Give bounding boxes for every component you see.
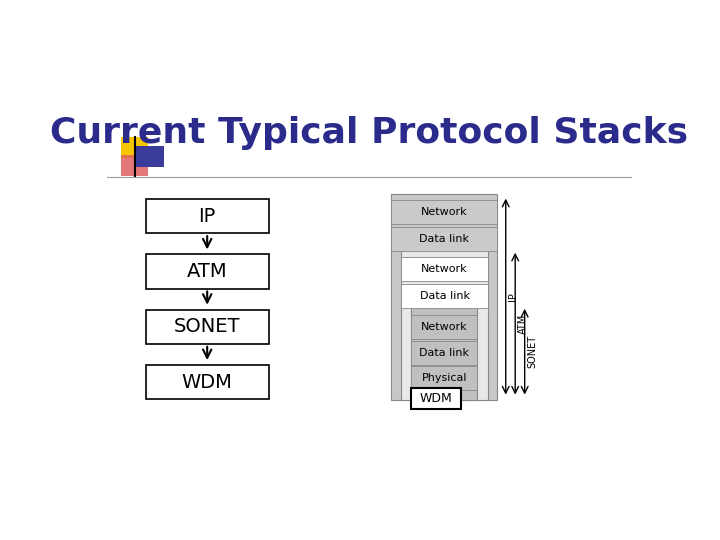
Bar [392,200,498,224]
Bar [392,227,498,251]
Bar [411,341,477,365]
Bar [401,248,488,400]
Text: Data link: Data link [420,291,469,301]
Bar [145,310,269,344]
Bar [145,199,269,233]
Text: IP: IP [508,292,518,301]
Text: Current Typical Protocol Stacks: Current Typical Protocol Stacks [50,117,688,151]
Bar [401,284,488,308]
Text: Data link: Data link [419,234,469,244]
Bar [121,137,148,158]
Bar [145,365,269,399]
Bar [401,258,488,281]
Text: ATM: ATM [187,262,228,281]
Bar [121,156,148,176]
Text: IP: IP [199,207,216,226]
Bar [145,254,269,288]
Bar [411,388,461,409]
Bar [392,194,498,400]
Text: WDM: WDM [181,373,233,392]
Text: Network: Network [421,322,468,332]
Text: Data link: Data link [419,348,469,358]
Bar [411,298,477,400]
Text: ATM: ATM [518,314,528,334]
Bar [411,366,477,390]
Text: Physical: Physical [422,373,467,383]
Bar [411,315,477,339]
Text: Network: Network [421,207,468,217]
Text: SONET: SONET [527,335,537,368]
Bar [136,146,163,167]
Text: Network: Network [421,265,468,274]
Text: WDM: WDM [420,392,452,405]
Text: SONET: SONET [174,318,240,336]
